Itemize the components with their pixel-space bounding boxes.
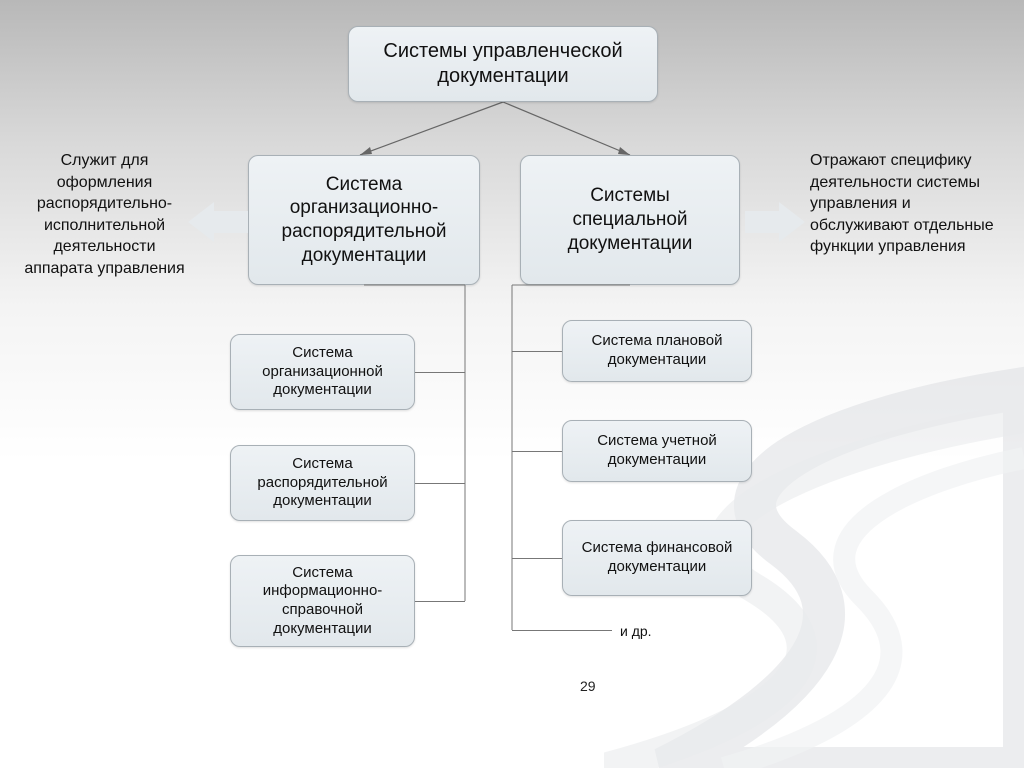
node-left-child-2-label: Система распорядительной документации bbox=[231, 449, 414, 517]
side-text-left-content: Служит для оформления распорядительно-ис… bbox=[24, 152, 184, 277]
connector-left-2 bbox=[415, 483, 465, 484]
diagram-canvas: Системы управленческой документации Сист… bbox=[0, 0, 1024, 768]
child-spines bbox=[0, 0, 1024, 768]
node-right-child-2: Система учетной документации bbox=[562, 420, 752, 482]
node-branch-left: Система организационно-распорядительной … bbox=[248, 155, 480, 285]
node-root: Системы управленческой документации bbox=[348, 26, 658, 102]
node-right-child-1: Система плановой документации bbox=[562, 320, 752, 382]
node-branch-right-label: Системы специальной документации bbox=[521, 178, 739, 261]
arrow-right-icon bbox=[745, 202, 805, 242]
node-left-child-3-label: Система информационно-справочной докумен… bbox=[231, 558, 414, 645]
node-root-label: Системы управленческой документации bbox=[349, 33, 657, 95]
node-left-child-3: Система информационно-справочной докумен… bbox=[230, 555, 415, 647]
side-text-right-content: Отражают специфику деятельности системы … bbox=[810, 152, 994, 255]
arrow-left-icon bbox=[188, 202, 248, 242]
node-right-etc: и др. bbox=[620, 623, 652, 639]
side-text-right: Отражают специфику деятельности системы … bbox=[810, 150, 1010, 258]
node-right-child-2-label: Система учетной документации bbox=[563, 426, 751, 476]
node-right-child-3: Система финансовой документации bbox=[562, 520, 752, 596]
page-number: 29 bbox=[580, 678, 596, 694]
connector-right-3 bbox=[512, 558, 562, 559]
node-right-etc-label: и др. bbox=[620, 623, 652, 639]
node-left-child-1: Система организационной документации bbox=[230, 334, 415, 410]
node-left-child-2: Система распорядительной документации bbox=[230, 445, 415, 521]
node-branch-left-label: Система организационно-распорядительной … bbox=[249, 167, 479, 274]
connector-lines bbox=[0, 0, 1024, 768]
connector-right-etc bbox=[512, 630, 612, 631]
node-branch-right: Системы специальной документации bbox=[520, 155, 740, 285]
node-left-child-1-label: Система организационной документации bbox=[231, 338, 414, 406]
page-number-text: 29 bbox=[580, 678, 596, 694]
connector-left-3 bbox=[415, 601, 465, 602]
connector-right-1 bbox=[512, 351, 562, 352]
connector-right-2 bbox=[512, 451, 562, 452]
connector-left-1 bbox=[415, 372, 465, 373]
side-text-left: Служит для оформления распорядительно-ис… bbox=[22, 150, 187, 280]
node-right-child-1-label: Система плановой документации bbox=[563, 326, 751, 376]
node-right-child-3-label: Система финансовой документации bbox=[563, 533, 751, 583]
